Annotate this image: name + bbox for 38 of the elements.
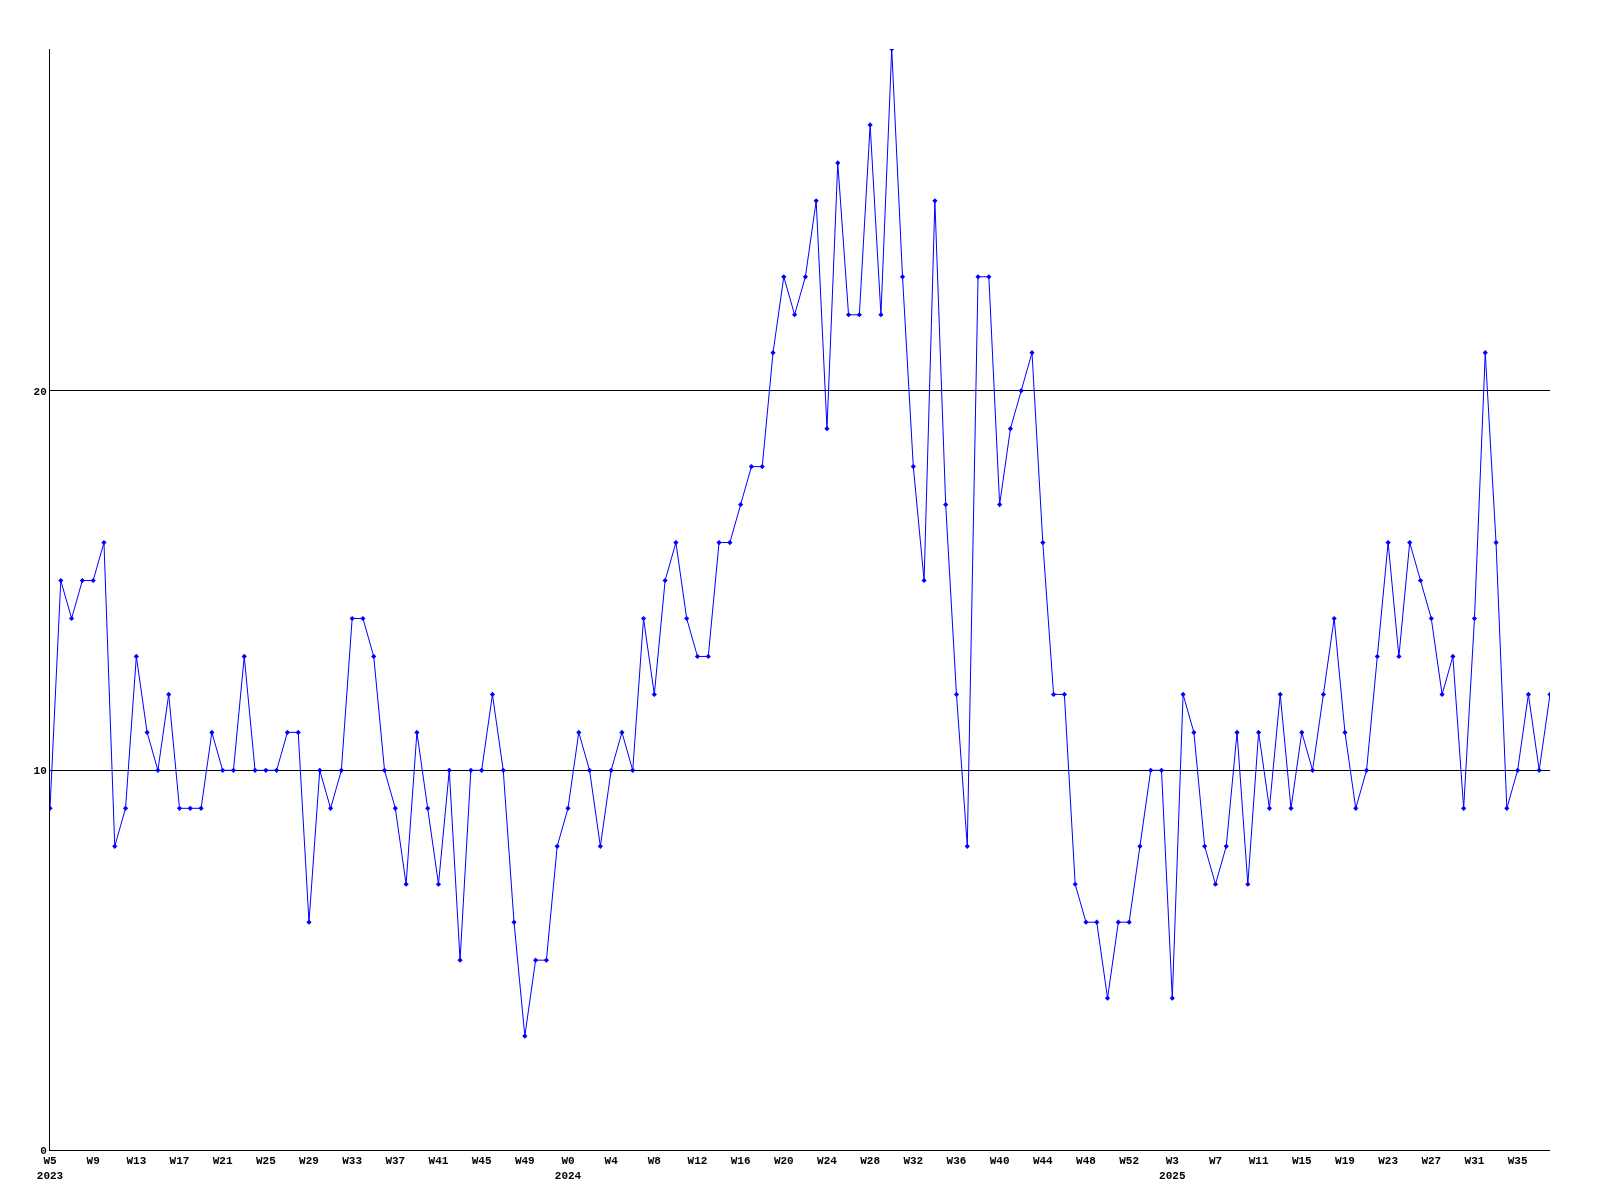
- x-tick-label: W9: [86, 1155, 100, 1168]
- y-tick-label: 0: [40, 1144, 47, 1157]
- x-tick-label: W3 2025: [1159, 1155, 1186, 1182]
- x-tick-label: W32: [903, 1155, 924, 1168]
- x-tick-label: W24: [817, 1155, 838, 1168]
- x-tick-label: W52: [1119, 1155, 1140, 1168]
- y-tick-label: 10: [33, 765, 47, 778]
- x-tick-label: W48: [1076, 1155, 1097, 1168]
- x-tick-label: W23: [1378, 1155, 1399, 1168]
- x-tick-label: W25: [255, 1155, 277, 1168]
- x-tick-label: W17: [169, 1155, 190, 1168]
- x-tick-label: W27: [1421, 1155, 1442, 1168]
- x-tick-label: W49: [514, 1155, 535, 1168]
- y-tick-label: 20: [33, 385, 47, 398]
- x-tick-label: W35: [1507, 1155, 1528, 1168]
- x-tick-label: W40: [989, 1155, 1010, 1168]
- x-tick-label: W36: [946, 1155, 967, 1168]
- x-tick-label: W0 2024: [554, 1155, 582, 1182]
- x-tick-label: W31: [1464, 1155, 1485, 1168]
- x-tick-label: W7: [1208, 1155, 1223, 1168]
- x-tick-label: W8: [647, 1155, 662, 1168]
- x-tick-label: W11: [1248, 1155, 1269, 1168]
- x-tick-label: W16: [730, 1155, 751, 1168]
- x-tick-label: W4: [604, 1155, 619, 1168]
- x-tick-label: W33: [342, 1155, 363, 1168]
- x-tick-label: W45: [471, 1155, 492, 1168]
- x-tick-label: W19: [1335, 1155, 1355, 1168]
- x-tick-label: W13: [126, 1155, 147, 1168]
- x-tick-label: W41: [428, 1155, 449, 1168]
- x-tick-label: W44: [1032, 1155, 1054, 1168]
- x-tick-label: W12: [687, 1155, 708, 1168]
- x-tick-label: W15: [1291, 1155, 1313, 1168]
- x-tick-label: W37: [385, 1155, 406, 1168]
- x-tick-label: W29: [299, 1155, 319, 1168]
- x-tick-label: W28: [860, 1155, 881, 1168]
- x-tick-label: W20: [773, 1155, 794, 1168]
- x-tick-label: W5 2023: [36, 1155, 64, 1182]
- x-tick-label: W21: [212, 1155, 233, 1168]
